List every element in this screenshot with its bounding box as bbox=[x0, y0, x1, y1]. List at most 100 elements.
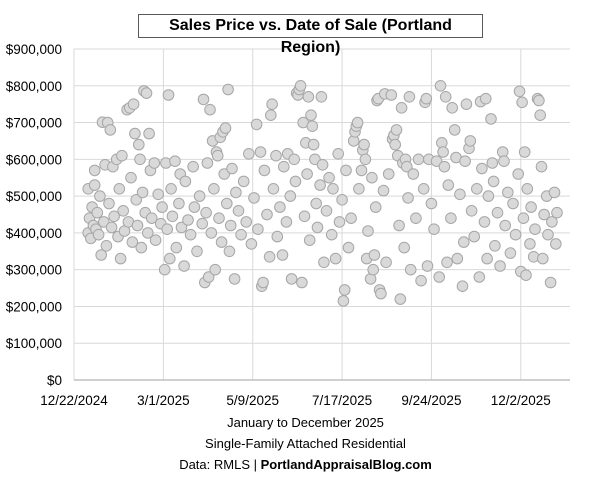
data-point bbox=[135, 241, 148, 254]
data-point bbox=[362, 225, 374, 237]
data-point bbox=[221, 197, 233, 210]
data-point bbox=[175, 221, 188, 234]
data-point bbox=[332, 148, 345, 160]
data-point bbox=[395, 102, 408, 114]
data-point bbox=[382, 168, 395, 180]
data-point bbox=[284, 190, 297, 202]
data-point bbox=[302, 91, 315, 103]
data-point bbox=[471, 183, 483, 195]
data-point bbox=[267, 183, 280, 195]
data-point bbox=[316, 159, 329, 171]
data-point bbox=[100, 240, 113, 252]
data-point bbox=[485, 113, 497, 125]
data-point bbox=[445, 212, 457, 224]
data-point bbox=[345, 212, 357, 224]
data-point bbox=[513, 85, 526, 98]
data-point bbox=[126, 236, 139, 248]
data-point bbox=[226, 162, 238, 175]
data-point bbox=[161, 223, 173, 235]
data-point bbox=[188, 201, 201, 213]
data-point bbox=[197, 93, 210, 106]
x-tick-label: 5/9/2025 bbox=[226, 393, 279, 408]
data-point bbox=[209, 263, 221, 276]
data-point bbox=[258, 164, 271, 177]
data-point bbox=[205, 227, 218, 239]
caption-source: Data: RMLS | PortlandAppraisalBlog.com bbox=[0, 457, 611, 472]
data-point bbox=[148, 157, 161, 169]
data-point bbox=[261, 208, 273, 221]
data-point bbox=[222, 83, 234, 96]
data-point bbox=[237, 175, 250, 188]
x-tick-label: 12/2/2025 bbox=[491, 393, 551, 408]
data-point bbox=[219, 122, 232, 134]
data-point bbox=[245, 238, 258, 250]
data-point bbox=[182, 214, 194, 226]
data-point bbox=[538, 208, 550, 221]
data-point bbox=[454, 188, 466, 201]
data-point bbox=[250, 118, 263, 131]
data-point bbox=[504, 247, 517, 259]
data-point bbox=[88, 179, 101, 191]
data-point bbox=[116, 149, 128, 162]
data-point bbox=[310, 197, 323, 210]
data-point bbox=[211, 149, 224, 162]
data-point bbox=[193, 190, 206, 202]
data-point bbox=[494, 260, 506, 272]
data-point bbox=[403, 91, 416, 103]
data-point bbox=[224, 219, 237, 232]
data-point bbox=[544, 276, 557, 289]
data-point bbox=[359, 153, 372, 166]
data-point bbox=[184, 228, 197, 241]
data-point bbox=[288, 153, 301, 166]
data-point bbox=[104, 124, 117, 136]
data-point bbox=[480, 92, 492, 105]
data-point bbox=[487, 175, 500, 188]
data-point bbox=[481, 252, 493, 265]
data-point bbox=[204, 103, 216, 116]
data-point bbox=[213, 212, 225, 224]
y-tick-label: $100,000 bbox=[6, 336, 62, 351]
data-point bbox=[254, 146, 267, 158]
data-point bbox=[266, 98, 278, 110]
data-point bbox=[98, 216, 110, 228]
data-point bbox=[353, 183, 365, 195]
data-point bbox=[165, 183, 177, 195]
data-point bbox=[285, 273, 298, 285]
data-point bbox=[298, 210, 311, 223]
data-point bbox=[534, 109, 547, 121]
data-point bbox=[402, 192, 414, 204]
data-point bbox=[301, 168, 313, 180]
data-point bbox=[307, 138, 320, 151]
data-point bbox=[367, 263, 380, 276]
data-point bbox=[143, 127, 155, 140]
data-point bbox=[521, 183, 534, 195]
data-point bbox=[187, 160, 199, 173]
data-point bbox=[428, 223, 440, 235]
data-point bbox=[421, 260, 434, 272]
data-point bbox=[486, 157, 499, 169]
y-tick-label: $900,000 bbox=[6, 42, 62, 57]
source-label: Data: RMLS | bbox=[179, 457, 257, 472]
data-point bbox=[375, 287, 387, 300]
chart-title: Sales Price vs. Date of Sale (Portland R… bbox=[138, 14, 483, 56]
data-point bbox=[529, 223, 541, 235]
data-points bbox=[82, 80, 563, 307]
y-tick-label: $600,000 bbox=[6, 152, 62, 167]
data-point bbox=[517, 212, 530, 224]
data-point bbox=[458, 236, 470, 248]
data-point bbox=[524, 238, 536, 250]
data-point bbox=[88, 164, 101, 177]
data-point bbox=[398, 241, 411, 254]
data-point bbox=[136, 186, 149, 199]
data-point bbox=[323, 171, 335, 184]
data-point bbox=[280, 216, 293, 228]
data-point bbox=[333, 216, 346, 228]
y-axis-tick-labels: $0 $100,000 $200,000 $300,000 $400,000 $500,0… bbox=[6, 42, 62, 388]
data-point bbox=[228, 273, 241, 285]
data-point bbox=[270, 149, 282, 162]
data-point bbox=[325, 228, 338, 241]
data-point bbox=[329, 252, 342, 265]
y-tick-label: $500,000 bbox=[6, 189, 62, 204]
data-point bbox=[366, 171, 378, 184]
